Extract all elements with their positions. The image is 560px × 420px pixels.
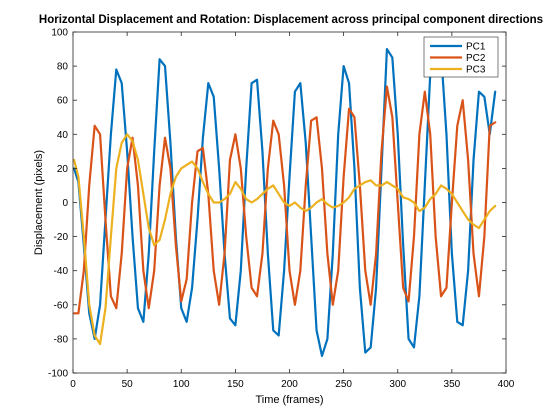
y-tick-label: -80 <box>54 334 69 345</box>
y-tick-label: 100 <box>51 28 68 39</box>
y-tick-label: -60 <box>54 300 69 311</box>
x-tick-label: 400 <box>498 379 515 390</box>
y-tick-label: 60 <box>57 96 69 107</box>
x-tick-label: 0 <box>70 379 76 390</box>
y-tick-label: -20 <box>54 232 69 243</box>
legend-label-pc1: PC1 <box>466 42 486 53</box>
x-tick-label: 150 <box>227 379 244 390</box>
series-line-pc2 <box>72 85 497 315</box>
y-tick-label: -40 <box>54 266 69 277</box>
x-tick-label: 50 <box>122 379 134 390</box>
legend-label-pc3: PC3 <box>466 65 486 76</box>
y-tick-label: 0 <box>62 198 68 209</box>
y-tick-label: 40 <box>57 130 69 141</box>
x-axis-label: Time (frames) <box>255 394 323 406</box>
y-tick-label: 20 <box>57 164 69 175</box>
x-tick-label: 350 <box>444 379 461 390</box>
y-tick-label: 80 <box>57 62 69 73</box>
y-axis-label: Displacement (pixels) <box>33 150 45 255</box>
series-line-pc1 <box>72 39 497 358</box>
chart-title: Horizontal Displacement and Rotation: Di… <box>39 14 543 26</box>
legend-label-pc2: PC2 <box>466 53 486 64</box>
x-tick-label: 250 <box>335 379 352 390</box>
tick-layer: 0 50 100 150 200 250 300 350 400-100-80-60-40-20… <box>48 28 515 391</box>
x-tick-label: 200 <box>281 379 298 390</box>
x-tick-label: 100 <box>173 379 190 390</box>
x-tick-label: 300 <box>389 379 406 390</box>
y-tick-label: -100 <box>48 369 68 380</box>
series-line-pc3 <box>72 133 497 346</box>
series-layer <box>72 39 497 358</box>
